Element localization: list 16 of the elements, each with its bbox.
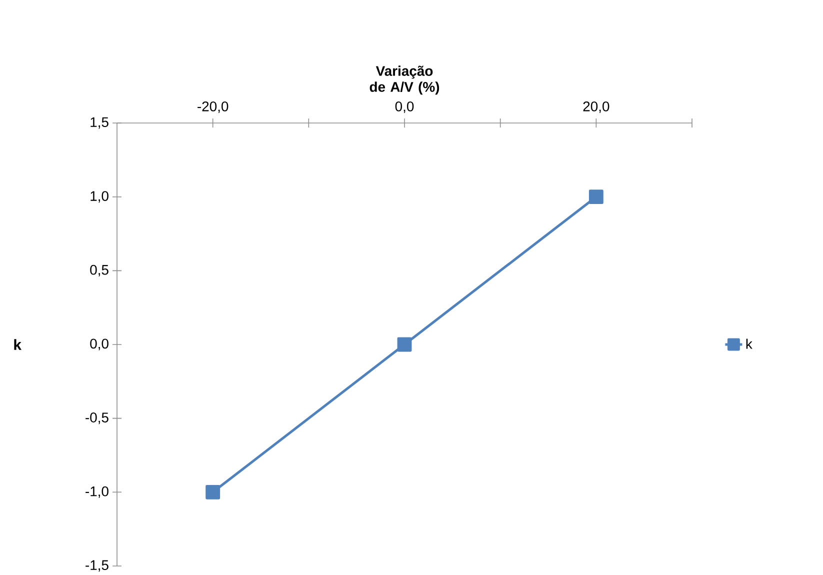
point xyxy=(588,190,604,204)
x-tick-label: -20,0 xyxy=(198,101,228,113)
point xyxy=(206,484,220,500)
y-axis-title: k xyxy=(14,339,22,350)
y-tick-label: 1,5 xyxy=(90,117,108,129)
y-tick-label: -1,0 xyxy=(86,486,108,498)
y-tick-label: 1,0 xyxy=(90,191,108,203)
y-tick-label: 0,5 xyxy=(90,264,108,276)
y-tick-label: -1,5 xyxy=(86,560,108,572)
y-tick-label: -0,5 xyxy=(86,412,108,424)
legend-label: k xyxy=(746,338,752,349)
x-axis-title: Variação de A/V (%) xyxy=(370,66,440,95)
y-tick-label: 0,0 xyxy=(90,338,108,350)
x-tick-label: 20,0 xyxy=(583,101,610,113)
x-tick-label: 0,0 xyxy=(395,101,414,113)
point xyxy=(397,337,412,352)
